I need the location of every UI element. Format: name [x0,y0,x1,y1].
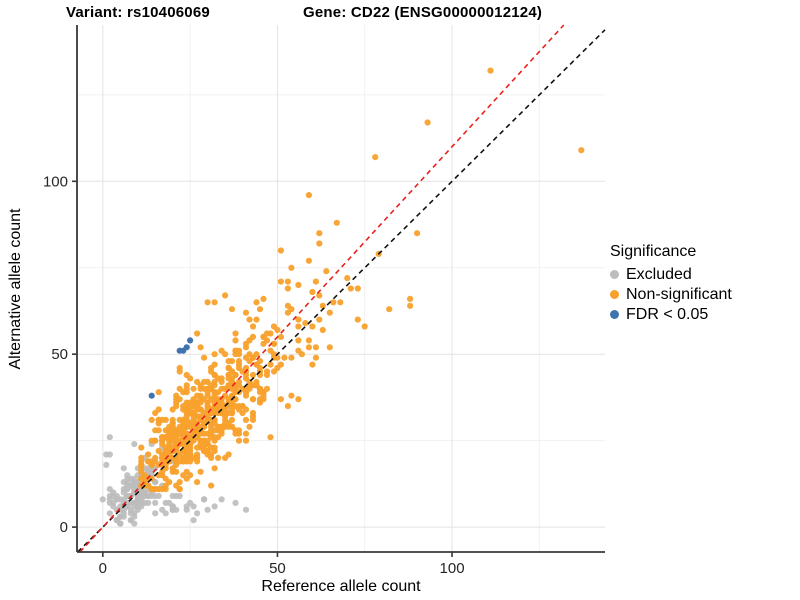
gene-title: Gene: CD22 (ENSG00000012124) [303,4,543,21]
svg-text:0: 0 [99,560,107,577]
svg-text:50: 50 [51,346,68,363]
fdr-dot-icon [610,310,619,319]
legend-item-fdr: FDR < 0.05 [610,305,800,324]
y-axis-title: Alternative allele count [7,208,24,370]
svg-text:50: 50 [269,560,286,577]
non-significant-dot-icon [610,290,619,299]
legend-title: Significance [610,243,697,260]
svg-text:0: 0 [60,519,68,536]
excluded-dot-icon [610,270,619,279]
svg-text:100: 100 [440,560,465,577]
legend-item-non-significant: Non-significant [610,285,800,304]
legend-item-excluded: Excluded [610,265,800,284]
variant-title: Variant: rs10406069 [66,4,210,21]
x-axis-title: Reference allele count [261,578,421,595]
legend: Significance Excluded Non-significant FD… [610,243,800,324]
svg-text:100: 100 [43,173,68,190]
